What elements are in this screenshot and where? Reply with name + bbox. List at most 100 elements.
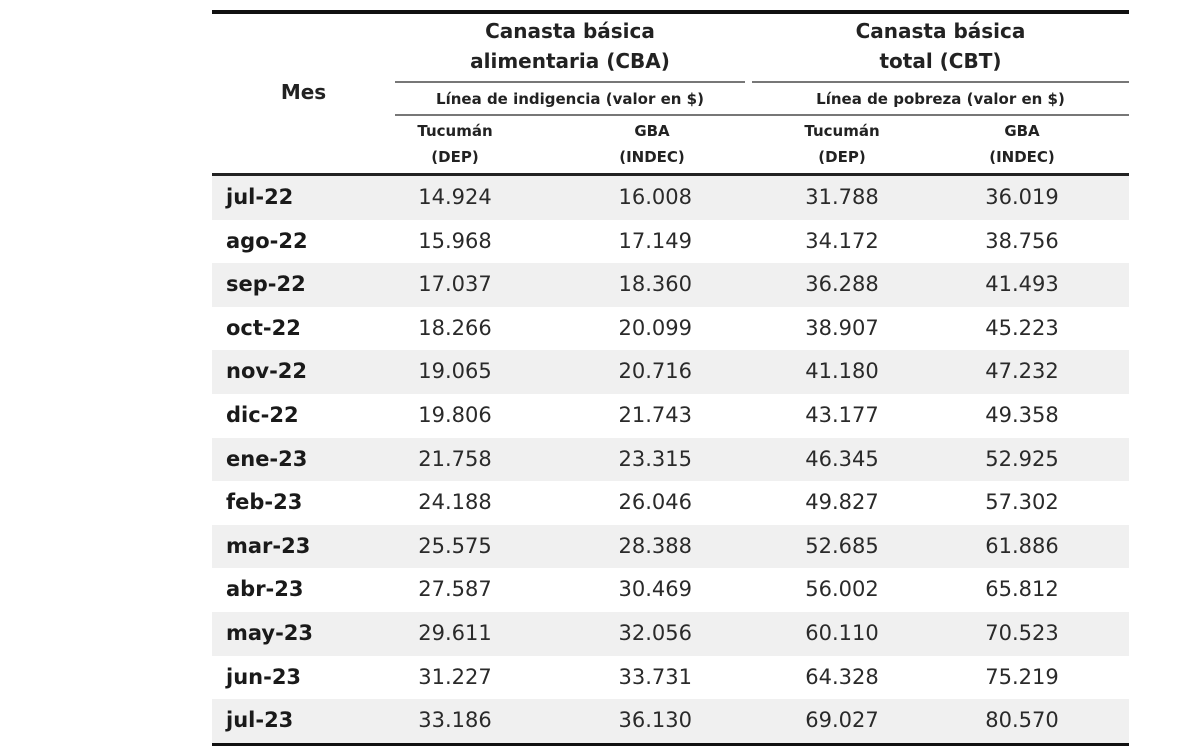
table-row: jul-22 14.924 16.008 31.788 36.019 xyxy=(212,176,1129,220)
column-header-line2: (DEP) xyxy=(431,148,479,166)
table-row: may-23 29.611 32.056 60.110 70.523 xyxy=(212,611,1129,656)
header-bottom-rule xyxy=(212,173,1129,176)
column-header-line1: Tucumán xyxy=(804,122,880,140)
cell-cba-gba: 16.008 xyxy=(618,185,692,209)
cell-cbt-tucuman: 52.685 xyxy=(805,533,879,558)
cell-cbt-gba: 36.019 xyxy=(985,185,1059,209)
group-title-line1: Canasta básica xyxy=(855,19,1026,43)
cell-cba-tucuman: 31.227 xyxy=(418,664,492,689)
column-header-cba-gba: GBA (INDEC) xyxy=(592,118,712,170)
cell-cba-gba: 17.149 xyxy=(618,228,692,253)
cell-cba-tucuman: 15.968 xyxy=(418,228,492,253)
cell-mes: jul-23 xyxy=(226,708,294,733)
cell-cba-tucuman: 24.188 xyxy=(418,490,492,515)
cell-cba-gba: 36.130 xyxy=(618,708,692,733)
cell-cbt-gba: 45.223 xyxy=(985,315,1059,340)
column-header-cba-tucuman: Tucumán (DEP) xyxy=(395,118,515,170)
cell-cbt-tucuman: 34.172 xyxy=(805,228,879,253)
cell-mes: may-23 xyxy=(226,620,314,645)
table-bottom-rule xyxy=(212,743,1129,746)
cell-mes: dic-22 xyxy=(226,402,299,427)
cell-cbt-gba: 47.232 xyxy=(985,359,1059,384)
cell-cba-gba: 20.716 xyxy=(618,359,692,384)
table-row: sep-22 17.037 18.360 36.288 41.493 xyxy=(212,263,1129,307)
cell-cba-tucuman: 19.065 xyxy=(418,359,492,384)
group-divider-cbt xyxy=(752,81,1129,83)
cell-cbt-tucuman: 60.110 xyxy=(805,620,879,645)
cell-cbt-tucuman: 31.788 xyxy=(805,185,879,209)
cell-cba-tucuman: 18.266 xyxy=(418,315,492,340)
column-header-line2: (INDEC) xyxy=(989,148,1055,166)
cell-cbt-tucuman: 36.288 xyxy=(805,272,879,297)
cell-cba-tucuman: 25.575 xyxy=(418,533,492,558)
group-title-line2: total (CBT) xyxy=(879,49,1002,73)
column-header-line2: (DEP) xyxy=(818,148,866,166)
cell-cbt-tucuman: 64.328 xyxy=(805,664,879,689)
cell-cba-gba: 28.388 xyxy=(618,533,692,558)
table-row: ago-22 15.968 17.149 34.172 38.756 xyxy=(212,220,1129,264)
cell-mes: jun-23 xyxy=(226,664,302,689)
group-divider-cba xyxy=(395,81,745,83)
cell-cbt-tucuman: 49.827 xyxy=(805,490,879,515)
group-title-line1: Canasta básica xyxy=(485,19,655,43)
cell-cba-tucuman: 14.924 xyxy=(418,185,492,209)
group-header-cba: Canasta básica alimentaria (CBA) xyxy=(395,16,745,76)
table-body: jul-22 14.924 16.008 31.788 36.019 ago-22 15.9… xyxy=(212,176,1129,743)
cell-cbt-tucuman: 69.027 xyxy=(805,708,879,733)
cell-cbt-tucuman: 41.180 xyxy=(805,359,879,384)
cell-cba-gba: 23.315 xyxy=(618,446,692,471)
column-header-line2: (INDEC) xyxy=(619,148,685,166)
cell-mes: oct-22 xyxy=(226,315,301,340)
cell-mes: nov-22 xyxy=(226,359,308,384)
cell-cba-gba: 33.731 xyxy=(618,664,692,689)
cell-cbt-tucuman: 38.907 xyxy=(805,315,879,340)
table-row: feb-23 24.188 26.046 49.827 57.302 xyxy=(212,481,1129,525)
column-header-line1: GBA xyxy=(634,122,670,140)
table-row: dic-22 19.806 21.743 43.177 49.358 xyxy=(212,394,1129,438)
cell-cbt-gba: 70.523 xyxy=(985,620,1059,645)
cell-mes: jul-22 xyxy=(226,185,294,209)
cell-cbt-gba: 57.302 xyxy=(985,490,1059,515)
cell-mes: feb-23 xyxy=(226,490,303,515)
cell-cba-tucuman: 17.037 xyxy=(418,272,492,297)
table-top-rule xyxy=(212,10,1129,14)
table-row: jul-23 33.186 36.130 69.027 80.570 xyxy=(212,699,1129,743)
table-row: abr-23 27.587 30.469 56.002 65.812 xyxy=(212,568,1129,612)
cell-cbt-gba: 41.493 xyxy=(985,272,1059,297)
cell-cba-gba: 21.743 xyxy=(618,402,692,427)
cell-cbt-gba: 75.219 xyxy=(985,664,1059,689)
group-subtitle-cba: Línea de indigencia (valor en $) xyxy=(436,90,704,108)
cell-cba-gba: 18.360 xyxy=(618,272,692,297)
column-header-mes: Mes xyxy=(280,80,327,104)
column-header-cbt-tucuman: Tucumán (DEP) xyxy=(782,118,902,170)
cell-cbt-gba: 80.570 xyxy=(985,708,1059,733)
column-header-line1: GBA xyxy=(1004,122,1040,140)
group-header-cbt: Canasta básica total (CBT) xyxy=(752,16,1129,76)
cell-cbt-gba: 61.886 xyxy=(985,533,1059,558)
cell-cba-tucuman: 27.587 xyxy=(418,577,492,602)
table-row: mar-23 25.575 28.388 52.685 61.886 xyxy=(212,524,1129,569)
cell-mes: sep-22 xyxy=(226,272,306,297)
cell-cba-gba: 26.046 xyxy=(618,490,692,515)
cell-cbt-gba: 49.358 xyxy=(985,402,1059,427)
table-row: ene-23 21.758 23.315 46.345 52.925 xyxy=(212,437,1129,482)
cell-mes: abr-23 xyxy=(226,577,304,602)
table-row: nov-22 19.065 20.716 41.180 47.232 xyxy=(212,350,1129,394)
cell-cba-gba: 30.469 xyxy=(618,577,692,602)
column-header-cbt-gba: GBA (INDEC) xyxy=(962,118,1082,170)
group-title-line2: alimentaria (CBA) xyxy=(470,49,670,73)
cell-cba-tucuman: 19.806 xyxy=(418,402,492,427)
cell-mes: ago-22 xyxy=(226,228,308,253)
group-subtitle-cbt: Línea de pobreza (valor en $) xyxy=(816,90,1065,108)
cell-cba-gba: 32.056 xyxy=(618,620,692,645)
subtitle-divider xyxy=(395,114,1129,116)
cell-cbt-tucuman: 56.002 xyxy=(805,577,879,602)
cell-cbt-gba: 52.925 xyxy=(985,446,1059,471)
cell-cbt-gba: 38.756 xyxy=(985,228,1059,253)
cell-cba-tucuman: 33.186 xyxy=(418,708,492,733)
cell-mes: mar-23 xyxy=(226,533,311,558)
table-row: oct-22 18.266 20.099 38.907 45.223 xyxy=(212,307,1129,351)
table-row: jun-23 31.227 33.731 64.328 75.219 xyxy=(212,656,1129,700)
column-header-line1: Tucumán xyxy=(417,122,493,140)
cell-cba-tucuman: 21.758 xyxy=(418,446,492,471)
